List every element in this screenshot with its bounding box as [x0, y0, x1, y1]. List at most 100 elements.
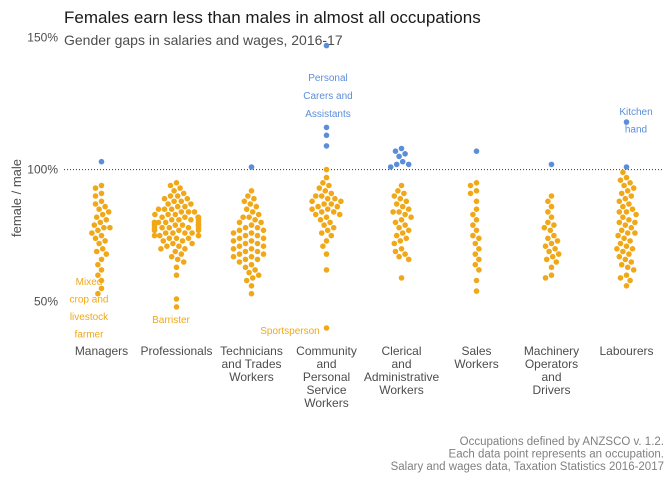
data-point — [548, 203, 555, 210]
data-point — [548, 272, 555, 279]
data-point — [107, 224, 113, 231]
data-point — [391, 240, 398, 247]
data-point — [390, 209, 396, 215]
data-point — [476, 235, 482, 242]
data-point — [321, 201, 327, 207]
data-point — [555, 251, 562, 257]
data-point — [473, 180, 480, 186]
data-point — [248, 290, 255, 297]
data-point — [168, 217, 175, 223]
data-point — [618, 261, 625, 268]
data-point — [391, 193, 398, 199]
data-point — [248, 246, 255, 252]
series-community-and-personal-service-workers — [309, 42, 344, 331]
data-point — [254, 232, 261, 239]
series-machinery-operators-and-drivers — [541, 161, 562, 281]
data-point — [397, 238, 404, 244]
data-point — [633, 211, 639, 218]
data-point — [551, 232, 557, 239]
data-point — [252, 267, 258, 273]
data-point — [170, 230, 176, 236]
data-point — [318, 209, 325, 215]
data-point — [195, 232, 202, 239]
data-point — [173, 296, 180, 302]
data-point — [323, 166, 330, 173]
data-point — [551, 222, 557, 228]
data-point — [628, 224, 635, 231]
data-point — [162, 230, 169, 236]
data-point — [240, 214, 246, 220]
data-point — [398, 246, 405, 252]
data-point — [338, 198, 344, 205]
data-point — [622, 256, 629, 263]
y-tick-label: 150% — [27, 31, 58, 45]
data-point — [545, 235, 551, 242]
data-point — [95, 272, 101, 279]
data-point — [95, 290, 101, 297]
data-point — [188, 217, 194, 223]
annotation-personal-carers-and-assistants: Personal Carers and Assistants — [303, 73, 352, 120]
data-point — [248, 238, 255, 244]
data-point — [467, 182, 474, 189]
data-point — [624, 188, 631, 194]
data-point — [156, 232, 163, 239]
data-point — [403, 235, 410, 242]
caption-line: Each data point represents an occupation… — [449, 449, 664, 461]
data-point — [630, 185, 637, 191]
caption-line: Occupations defined by ANZSCO v. 1.2. — [460, 436, 664, 448]
data-point — [189, 240, 195, 247]
series-technicians-and-trades-workers — [230, 164, 267, 297]
data-point — [623, 283, 630, 289]
data-point — [473, 198, 480, 205]
data-point — [185, 209, 192, 215]
data-point — [246, 214, 252, 220]
x-tick-label: Labourers — [599, 344, 653, 358]
chart-subtitle: Gender gaps in salaries and wages, 2016-… — [64, 32, 343, 48]
data-point — [253, 203, 260, 210]
data-point — [177, 185, 183, 191]
data-point — [255, 272, 262, 279]
data-point — [402, 211, 408, 218]
data-point — [159, 224, 165, 231]
annotations: Mixed crop and livestock farmer Barrister Spo… — [70, 73, 653, 341]
data-point — [615, 232, 621, 239]
x-axis-ticks: Managers Professionals Technicians and Trad… — [75, 344, 654, 410]
data-point — [616, 253, 623, 260]
data-point — [185, 235, 192, 242]
data-point — [179, 222, 186, 228]
caption-line: Salary and wages data, Taxation Statisti… — [391, 461, 664, 473]
data-point — [176, 217, 182, 223]
data-point — [258, 219, 264, 226]
data-point — [473, 277, 480, 284]
data-point — [330, 209, 337, 215]
data-point — [629, 246, 636, 252]
data-point — [248, 230, 255, 236]
data-point — [248, 261, 255, 268]
data-point — [548, 214, 555, 220]
data-point — [152, 211, 158, 218]
data-point — [328, 190, 335, 197]
data-point — [399, 230, 406, 236]
data-point — [323, 214, 330, 220]
data-point — [334, 203, 341, 210]
y-tick-label: 100% — [27, 163, 58, 177]
data-point — [260, 227, 267, 234]
data-point — [473, 206, 480, 212]
data-point — [623, 119, 630, 125]
data-point — [242, 240, 249, 247]
data-points — [89, 42, 639, 331]
data-point — [402, 151, 408, 157]
data-point — [552, 246, 558, 252]
data-point — [473, 288, 480, 294]
x-tick-label: Professionals — [140, 344, 212, 358]
data-point — [616, 219, 623, 226]
data-point — [178, 251, 185, 257]
annotation-sportsperson: Sportsperson — [260, 326, 319, 337]
data-point — [254, 256, 261, 263]
data-point — [316, 185, 323, 191]
data-point — [472, 261, 479, 268]
data-point — [392, 148, 399, 154]
data-point — [176, 243, 182, 249]
data-point — [95, 261, 101, 268]
data-point — [260, 251, 267, 257]
